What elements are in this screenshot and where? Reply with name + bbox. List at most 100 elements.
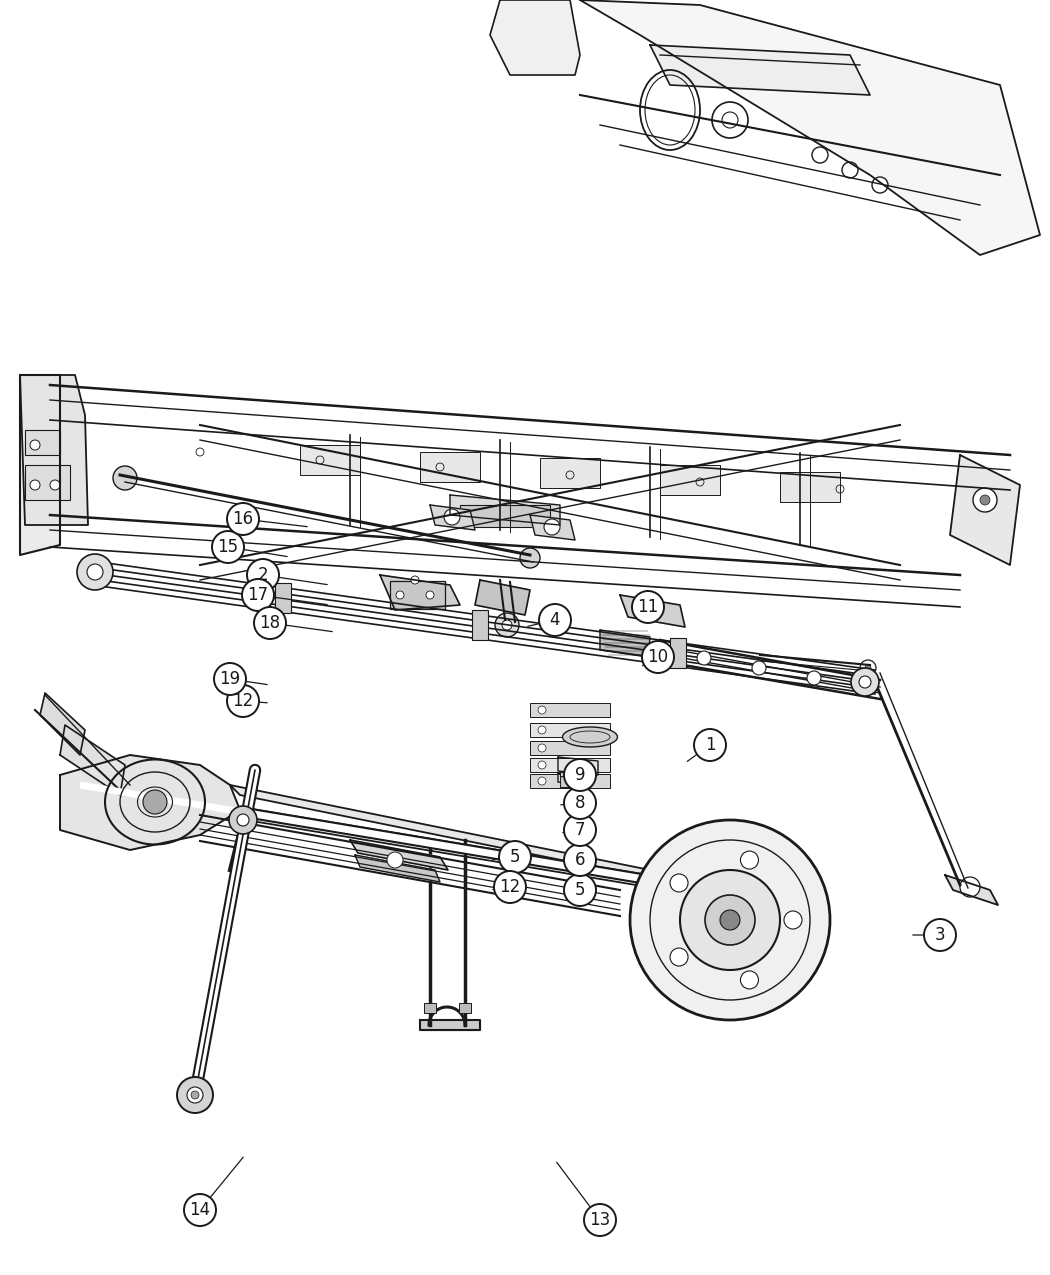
- Bar: [420, 453, 480, 482]
- Circle shape: [872, 177, 888, 193]
- Polygon shape: [945, 875, 997, 905]
- Text: 16: 16: [232, 510, 253, 528]
- Circle shape: [859, 676, 872, 688]
- Ellipse shape: [563, 727, 617, 747]
- Circle shape: [30, 479, 40, 490]
- Circle shape: [705, 895, 755, 945]
- Text: 1: 1: [705, 736, 715, 754]
- Bar: [670, 638, 686, 668]
- Text: 6: 6: [574, 850, 585, 870]
- Text: 3: 3: [934, 926, 945, 944]
- Polygon shape: [620, 595, 685, 627]
- Bar: [25, 465, 70, 500]
- Polygon shape: [640, 905, 760, 1015]
- Circle shape: [564, 844, 596, 876]
- Circle shape: [212, 530, 244, 564]
- Text: 18: 18: [259, 615, 280, 632]
- Polygon shape: [60, 755, 240, 850]
- Bar: [459, 1003, 471, 1014]
- Circle shape: [670, 873, 688, 892]
- Bar: [560, 771, 580, 787]
- Text: 17: 17: [248, 586, 269, 604]
- Circle shape: [539, 604, 571, 636]
- Circle shape: [237, 813, 249, 826]
- Polygon shape: [420, 1020, 480, 1030]
- Bar: [300, 445, 360, 476]
- Circle shape: [254, 607, 286, 639]
- Polygon shape: [20, 375, 88, 525]
- Circle shape: [77, 555, 113, 590]
- Text: 10: 10: [648, 648, 669, 666]
- Circle shape: [544, 519, 560, 536]
- Circle shape: [973, 488, 997, 513]
- Polygon shape: [20, 375, 60, 555]
- Text: 14: 14: [189, 1201, 211, 1219]
- Circle shape: [242, 579, 274, 611]
- Circle shape: [191, 1091, 200, 1099]
- Circle shape: [538, 725, 546, 734]
- Circle shape: [640, 601, 659, 618]
- Circle shape: [697, 652, 711, 666]
- Text: 5: 5: [574, 881, 585, 899]
- Text: 12: 12: [500, 878, 521, 896]
- Circle shape: [426, 592, 434, 599]
- Circle shape: [960, 877, 980, 898]
- Text: 7: 7: [574, 821, 585, 839]
- Circle shape: [538, 776, 546, 785]
- Circle shape: [387, 852, 403, 868]
- Circle shape: [502, 620, 512, 630]
- Circle shape: [227, 504, 259, 536]
- Bar: [780, 472, 840, 502]
- Circle shape: [630, 820, 830, 1020]
- Circle shape: [538, 761, 546, 769]
- Polygon shape: [490, 0, 580, 75]
- Bar: [460, 505, 550, 527]
- Circle shape: [694, 729, 726, 761]
- Bar: [530, 703, 610, 717]
- Circle shape: [113, 465, 136, 490]
- Circle shape: [740, 852, 758, 870]
- Bar: [472, 609, 488, 640]
- Circle shape: [30, 440, 40, 450]
- Text: 15: 15: [217, 538, 238, 556]
- Circle shape: [568, 779, 576, 787]
- Circle shape: [740, 972, 758, 989]
- Circle shape: [184, 1193, 216, 1227]
- Circle shape: [680, 870, 780, 970]
- Polygon shape: [600, 630, 650, 657]
- Bar: [25, 430, 60, 455]
- Circle shape: [227, 685, 259, 717]
- Circle shape: [632, 592, 664, 623]
- Polygon shape: [950, 455, 1020, 565]
- Circle shape: [396, 592, 404, 599]
- Circle shape: [520, 548, 540, 567]
- Circle shape: [812, 147, 828, 163]
- Polygon shape: [558, 773, 580, 785]
- Circle shape: [564, 813, 596, 847]
- Circle shape: [564, 787, 596, 819]
- Circle shape: [784, 912, 802, 929]
- Bar: [424, 1003, 436, 1014]
- Polygon shape: [350, 840, 448, 870]
- Circle shape: [865, 666, 871, 671]
- Polygon shape: [430, 505, 475, 530]
- Circle shape: [807, 671, 821, 685]
- Circle shape: [538, 706, 546, 714]
- Polygon shape: [355, 856, 440, 882]
- Circle shape: [564, 873, 596, 907]
- Circle shape: [670, 949, 688, 966]
- Polygon shape: [580, 0, 1040, 255]
- Circle shape: [411, 576, 419, 584]
- Polygon shape: [60, 725, 125, 796]
- Polygon shape: [230, 785, 660, 880]
- Circle shape: [87, 564, 103, 580]
- Bar: [530, 774, 610, 788]
- Circle shape: [495, 613, 519, 638]
- Circle shape: [642, 641, 674, 673]
- Bar: [390, 581, 445, 609]
- Circle shape: [752, 660, 766, 674]
- Circle shape: [538, 745, 546, 752]
- Circle shape: [850, 668, 879, 696]
- Circle shape: [444, 509, 460, 525]
- Circle shape: [924, 919, 956, 951]
